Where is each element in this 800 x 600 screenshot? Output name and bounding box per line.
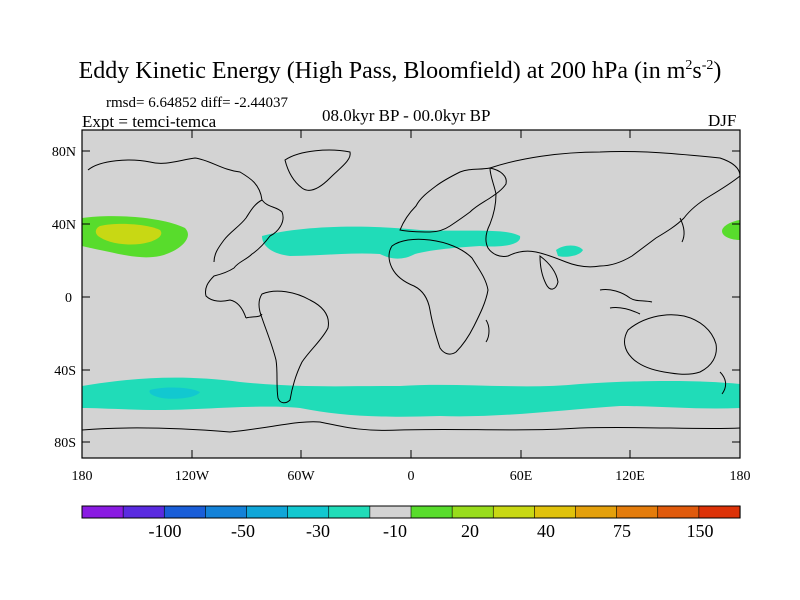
longitude-axis — [81, 130, 741, 458]
anomaly-fill-group — [82, 149, 740, 433]
colorbar-swatch-13 — [616, 505, 659, 519]
colorbar-swatch-12 — [575, 505, 618, 519]
lat-label-80n: 80N — [52, 145, 76, 160]
chart-title: Eddy Kinetic Energy (High Pass, Bloomfie… — [78, 58, 722, 84]
anomaly-asia-cyan — [556, 245, 583, 257]
latitude-axis — [82, 150, 740, 443]
colorbar-label-neg30: -30 — [306, 521, 330, 541]
lat-label-40s: 40S — [54, 364, 76, 379]
colorbar-swatch-7 — [369, 505, 412, 519]
colorbar-swatch-1 — [122, 505, 165, 519]
coastlines — [82, 149, 740, 433]
lon-label-120w: 120W — [175, 469, 210, 484]
lat-label-80s: 80S — [54, 436, 76, 451]
colorbar-label-neg50: -50 — [231, 521, 255, 541]
colorbar-label-40: 40 — [537, 521, 555, 541]
anomaly-southern-core — [149, 387, 200, 399]
colorbar-label-150: 150 — [687, 521, 714, 541]
colorbar — [81, 505, 741, 519]
lon-label-0: 0 — [408, 469, 415, 484]
colorbar-label-neg100: -100 — [149, 521, 182, 541]
colorbar-frame — [81, 505, 741, 519]
anomaly-southern-cyan — [82, 377, 740, 417]
colorbar-swatch-9 — [451, 505, 494, 519]
season-label: DJF — [708, 111, 737, 130]
anomaly-dateline-green — [722, 220, 740, 240]
colorbar-swatch-10 — [492, 505, 535, 519]
lon-label-60e: 60E — [510, 469, 533, 484]
colorbar-label-neg10: -10 — [383, 521, 407, 541]
colorbar-swatch-14 — [657, 505, 700, 519]
colorbar-swatch-4 — [246, 505, 289, 519]
colorbar-label-75: 75 — [613, 521, 631, 541]
colorbar-swatch-11 — [534, 505, 577, 519]
colorbar-swatch-5 — [287, 505, 330, 519]
colorbar-swatch-3 — [205, 505, 248, 519]
colorbar-label-20: 20 — [461, 521, 479, 541]
anomaly-north-pacific-core — [95, 223, 162, 245]
colorbar-swatch-6 — [328, 505, 371, 519]
period-label: 08.0kyr BP - 00.0kyr BP — [322, 106, 491, 125]
colorbar-swatch-15 — [698, 505, 741, 519]
lat-label-40n: 40N — [52, 218, 76, 233]
experiment-label: Expt = temci-temca — [82, 112, 217, 131]
colorbar-swatch-0 — [81, 505, 124, 519]
colorbar-swatch-2 — [163, 505, 206, 519]
lon-label-120e: 120E — [615, 469, 645, 484]
lon-label-180w: 180 — [72, 469, 93, 484]
colorbar-swatch-8 — [410, 505, 453, 519]
stats-label: rmsd= 6.64852 diff= -2.44037 — [106, 95, 289, 111]
lat-label-0: 0 — [65, 291, 72, 306]
lon-label-60w: 60W — [287, 469, 315, 484]
lon-label-180e: 180 — [730, 469, 751, 484]
anomaly-atlantic-cyan — [262, 226, 521, 259]
